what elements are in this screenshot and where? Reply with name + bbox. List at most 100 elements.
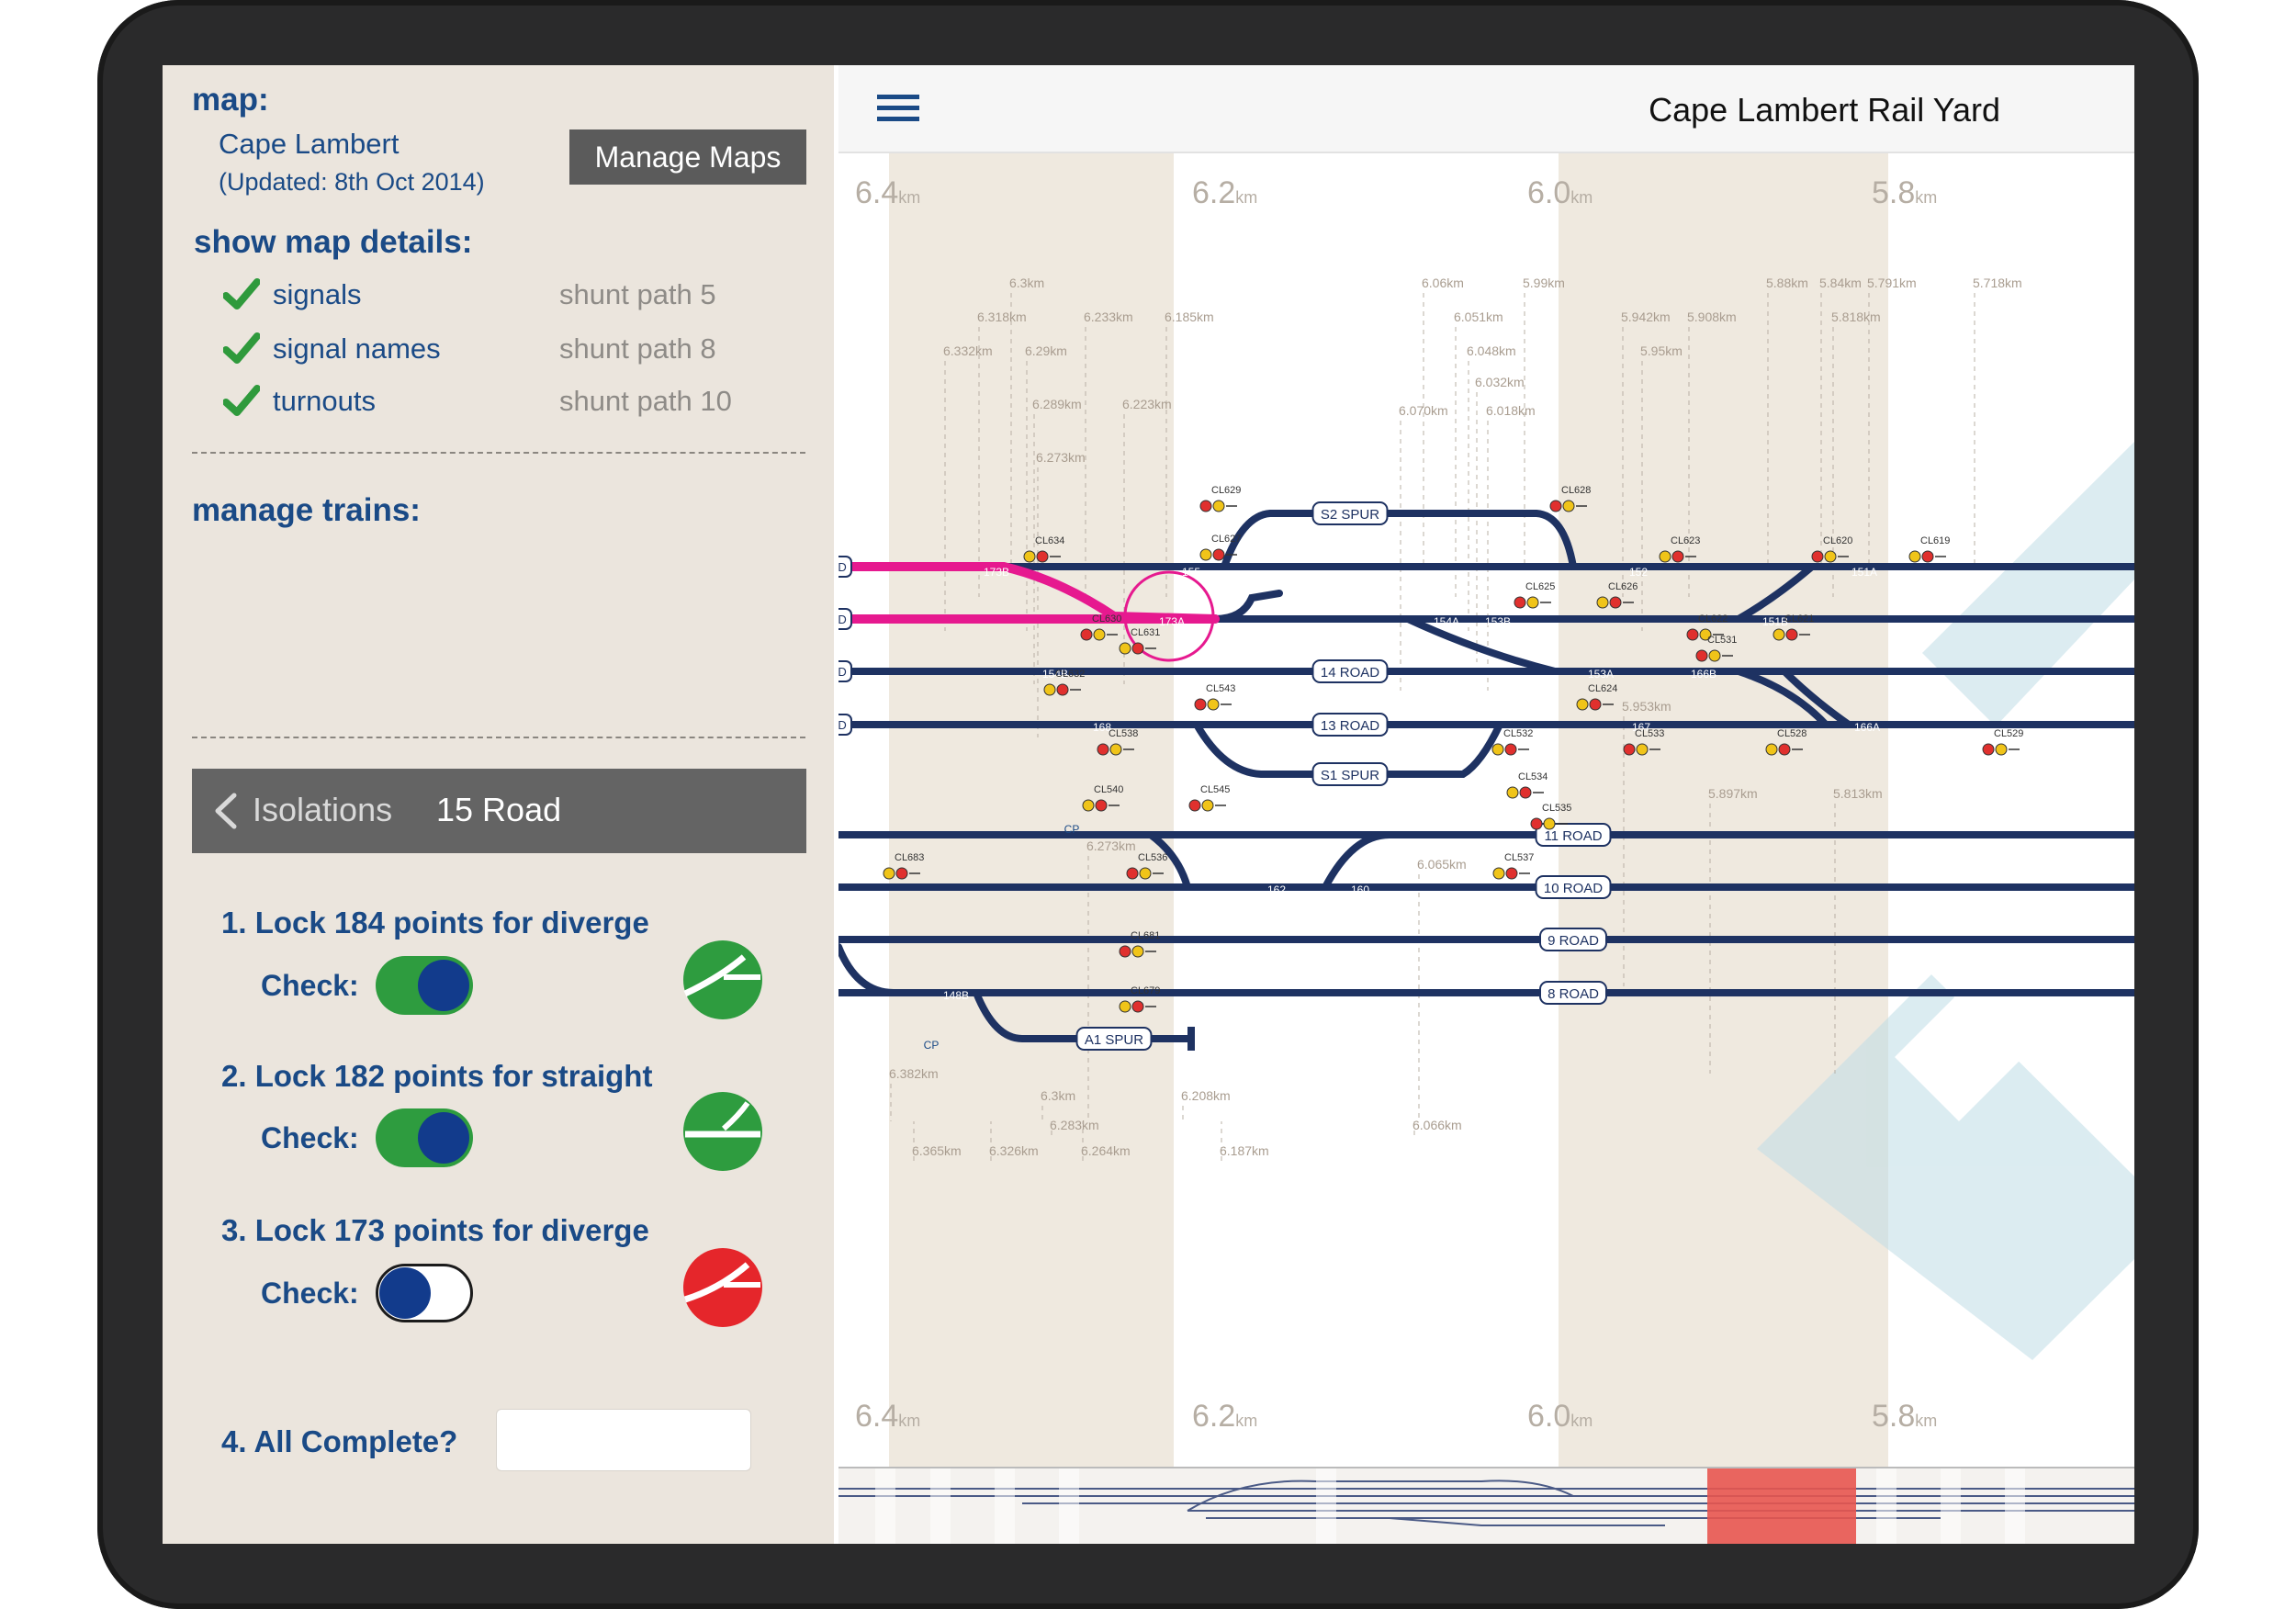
chevron-left-icon[interactable] — [212, 793, 240, 829]
signal-lamp — [1982, 743, 1995, 756]
signal-lamp — [1109, 743, 1122, 756]
rail-yard-map[interactable]: 6.4km6.4km6.2km6.2km6.0km6.0km5.8km5.8km… — [838, 65, 2134, 1544]
signal: CL543 — [1194, 683, 1235, 711]
top-bar: Cape Lambert Rail Yard — [838, 65, 2134, 153]
minimap-viewport-highlight[interactable] — [1707, 1468, 1856, 1544]
signal: CL632 — [1043, 669, 1085, 696]
signal-lamp — [1636, 743, 1649, 756]
km-unit: km — [1915, 188, 1937, 207]
km-value: 5.8 — [1872, 175, 1915, 210]
distance-label: 5.84km — [1819, 276, 1862, 290]
shunt-path-8[interactable]: shunt path 8 — [559, 332, 716, 365]
detail-signal-names[interactable]: signal names — [273, 332, 441, 365]
signal: CL532 — [1491, 728, 1533, 756]
complete-input[interactable] — [496, 1409, 751, 1471]
km-marker: 6.4km — [855, 1399, 920, 1434]
signal-lamp — [1995, 743, 2008, 756]
signal-lamp — [1056, 683, 1069, 696]
distance-label: 5.95km — [1640, 343, 1683, 358]
diamond-shape — [1895, 928, 2088, 1121]
shunt-path-10[interactable]: shunt path 10 — [559, 385, 732, 417]
distance-label: 5.942km — [1621, 309, 1671, 324]
signal: CL634 — [1023, 535, 1064, 563]
distance-label: 6.264km — [1081, 1143, 1131, 1158]
check-label: Check: — [261, 1277, 359, 1310]
signal-name: CL537 — [1504, 852, 1534, 863]
checkmark-icon[interactable] — [223, 385, 260, 418]
road-label: 9 ROAD — [1548, 933, 1599, 949]
signal-lamp — [1695, 649, 1708, 662]
signal: CL535 — [1530, 803, 1571, 830]
turnout-label: 173B — [984, 566, 1009, 579]
signal-name: CL679 — [1131, 985, 1160, 996]
km-unit: km — [1570, 1412, 1593, 1430]
signal-lamp — [1119, 642, 1131, 655]
signal: CL622 — [1686, 613, 1728, 641]
signal-name: CL619 — [1920, 535, 1950, 546]
signal: CL528 — [1765, 728, 1806, 756]
distance-label: 6.065km — [1417, 857, 1467, 872]
signal: CL629 — [1199, 485, 1241, 512]
km-value: 6.2 — [1192, 175, 1235, 210]
signal-lamp — [1491, 743, 1504, 756]
track-end-label: D — [838, 560, 847, 574]
distance-label: 5.813km — [1833, 786, 1883, 801]
signal-lamp — [1212, 500, 1225, 512]
signal: CL545 — [1188, 784, 1230, 812]
signal-lamp — [1119, 945, 1131, 958]
signal-lamp — [1506, 786, 1519, 799]
signal: CL531 — [1695, 635, 1737, 662]
track-segment — [1322, 831, 1393, 891]
signal-name: CL634 — [1035, 535, 1064, 546]
km-unit: km — [1915, 1412, 1937, 1430]
step-3-toggle[interactable] — [376, 1264, 473, 1322]
turnout-label: 162 — [1267, 883, 1286, 896]
check-label: Check: — [261, 1121, 359, 1154]
isolations-back-button[interactable]: Isolations — [253, 791, 393, 828]
detail-signals[interactable]: signals — [273, 278, 362, 310]
checkmark-icon[interactable] — [223, 332, 260, 366]
signal-lamp — [1095, 799, 1108, 812]
step-3-label: 3. Lock 173 points for diverge — [221, 1213, 649, 1247]
checkmark-icon[interactable] — [223, 278, 260, 311]
km-marker: 6.4km — [855, 175, 920, 210]
signal-name: CL533 — [1635, 728, 1664, 739]
signal-name: CL626 — [1608, 581, 1638, 592]
signal-lamp — [1530, 817, 1543, 830]
signal-name: CL631 — [1131, 627, 1160, 638]
distance-label: 6.066km — [1412, 1118, 1462, 1132]
minimap-tracks — [838, 1468, 2134, 1544]
track-end-box — [838, 714, 852, 736]
distance-label: 6.185km — [1165, 309, 1214, 324]
signal-name: CL534 — [1518, 771, 1548, 782]
signal-lamp — [1188, 799, 1201, 812]
signal-lamp — [1126, 867, 1139, 880]
signal: CL683 — [883, 852, 924, 880]
signal: CL538 — [1097, 728, 1138, 756]
signal-name: CL528 — [1777, 728, 1806, 739]
turnout-label: 154B — [1042, 668, 1068, 681]
distance-label: 6.018km — [1486, 403, 1536, 418]
shunt-path-5[interactable]: shunt path 5 — [559, 278, 716, 310]
road-label-box — [1311, 713, 1389, 737]
manage-maps-button[interactable]: Manage Maps — [569, 129, 806, 185]
turnout-label: 155 — [1182, 566, 1200, 579]
signal-lamp — [1671, 550, 1684, 563]
road-label-box — [1535, 875, 1612, 899]
distance-label: 6.187km — [1220, 1143, 1269, 1158]
signal-lamp — [1519, 786, 1532, 799]
minimap[interactable] — [838, 1467, 2134, 1544]
signal-lamp — [1080, 628, 1093, 641]
detail-turnouts[interactable]: turnouts — [273, 385, 377, 417]
signal-lamp — [1194, 698, 1207, 711]
signal: CL529 — [1982, 728, 2023, 756]
step-1-toggle[interactable] — [376, 956, 473, 1015]
track-segment — [1689, 563, 1816, 623]
divider — [192, 452, 805, 454]
road-label: A1 SPUR — [1085, 1032, 1143, 1048]
map-heading: map: — [192, 82, 269, 118]
cp-label: CP — [924, 1039, 940, 1052]
step-2-toggle[interactable] — [376, 1108, 473, 1167]
hamburger-menu-icon[interactable] — [877, 95, 919, 122]
signal-lamp — [1212, 548, 1225, 561]
